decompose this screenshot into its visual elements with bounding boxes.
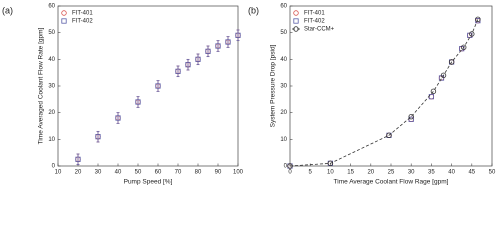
x-tick-label: 0 xyxy=(288,170,292,176)
x-axis-title: Pump Speed [%] xyxy=(124,179,173,186)
y-tick-label: 30 xyxy=(280,84,287,90)
x-tick-label: 40 xyxy=(448,170,455,176)
y-tick-label: 40 xyxy=(48,57,55,63)
data-point xyxy=(95,134,101,140)
legend-marker xyxy=(293,26,299,32)
y-tick-label: 40 xyxy=(280,57,287,63)
error-bar xyxy=(96,130,100,143)
data-point xyxy=(327,160,334,167)
legend-label: Star-CCM+ xyxy=(304,27,335,33)
x-axis-title: Time Average Coolant Flow Rage [gpm] xyxy=(334,179,449,186)
x-tick-label: 10 xyxy=(55,170,62,176)
legend-label: FIT-401 xyxy=(72,11,93,17)
data-point xyxy=(115,115,121,121)
legend-marker xyxy=(61,18,67,24)
y-tick-label: 50 xyxy=(280,30,287,36)
data-point xyxy=(75,156,81,162)
error-bar xyxy=(186,58,190,71)
panel-label: (a) xyxy=(2,5,13,15)
y-tick-label: 0 xyxy=(52,164,56,170)
x-tick-label: 40 xyxy=(115,170,122,176)
y-axis-title: Time Averaged Coolant Flow Rate [gpm] xyxy=(38,27,45,144)
legend-label: FIT-402 xyxy=(72,19,93,25)
y-tick-label: 10 xyxy=(280,137,287,143)
data-point xyxy=(205,48,211,54)
x-tick-label: 80 xyxy=(195,170,202,176)
data-point xyxy=(461,44,467,51)
x-tick-label: 45 xyxy=(468,170,475,176)
legend-marker xyxy=(293,18,299,24)
legend-label: FIT-401 xyxy=(304,11,325,17)
y-tick-label: 0 xyxy=(284,164,288,170)
x-tick-label: 10 xyxy=(327,170,334,176)
data-point xyxy=(430,88,437,95)
error-bar xyxy=(206,45,210,58)
error-bar xyxy=(216,40,220,52)
data-point xyxy=(287,163,293,169)
error-bar xyxy=(136,96,140,108)
data-point xyxy=(175,68,181,74)
data-point xyxy=(448,59,455,65)
x-tick-label: 5 xyxy=(309,170,313,176)
x-tick-label: 20 xyxy=(367,170,374,176)
error-bar xyxy=(76,153,80,166)
panel-label: (b) xyxy=(248,5,259,15)
y-axis-title: System Pressure Drop [psid] xyxy=(270,44,277,127)
x-tick-label: 90 xyxy=(215,170,222,176)
x-tick-label: 20 xyxy=(75,170,82,176)
data-point xyxy=(195,56,201,62)
x-tick-label: 35 xyxy=(428,170,435,176)
data-point xyxy=(408,113,414,120)
data-point xyxy=(235,32,241,38)
data-point xyxy=(135,99,141,105)
data-point xyxy=(185,62,191,68)
data-point xyxy=(469,31,475,37)
y-tick-label: 20 xyxy=(48,110,55,116)
error-bar xyxy=(196,53,200,66)
plot-frame xyxy=(57,5,239,167)
legend-marker xyxy=(61,10,67,16)
x-tick-label: 50 xyxy=(135,170,142,176)
x-tick-label: 50 xyxy=(489,170,496,176)
data-point xyxy=(215,43,221,49)
x-tick-label: 70 xyxy=(175,170,182,176)
y-tick-label: 60 xyxy=(280,4,287,10)
y-tick-label: 50 xyxy=(48,30,55,36)
error-bar xyxy=(226,36,230,48)
error-bar xyxy=(176,65,180,78)
data-point xyxy=(440,72,447,79)
error-bar xyxy=(156,80,160,92)
y-tick-label: 30 xyxy=(48,84,55,90)
y-tick-label: 60 xyxy=(48,4,55,10)
error-bar xyxy=(116,112,120,124)
x-tick-label: 100 xyxy=(233,170,244,176)
data-point xyxy=(408,116,414,122)
x-tick-label: 15 xyxy=(347,170,354,176)
data-point xyxy=(475,16,481,23)
x-tick-label: 30 xyxy=(95,170,102,176)
figure: (a)10 20 30 40 50 60 70 80 90 1000102030405060Pum… xyxy=(2,4,496,186)
x-tick-label: 25 xyxy=(388,170,395,176)
data-point xyxy=(155,83,161,89)
x-tick-label: 60 xyxy=(155,170,162,176)
legend-label: FIT-402 xyxy=(304,19,325,25)
y-tick-label: 10 xyxy=(48,137,55,143)
error-bar xyxy=(236,29,240,42)
data-point xyxy=(386,132,392,139)
series-line xyxy=(289,19,479,167)
data-point xyxy=(225,39,231,45)
legend-marker xyxy=(293,10,299,16)
x-tick-label: 30 xyxy=(408,170,415,176)
y-tick-label: 20 xyxy=(280,110,287,116)
